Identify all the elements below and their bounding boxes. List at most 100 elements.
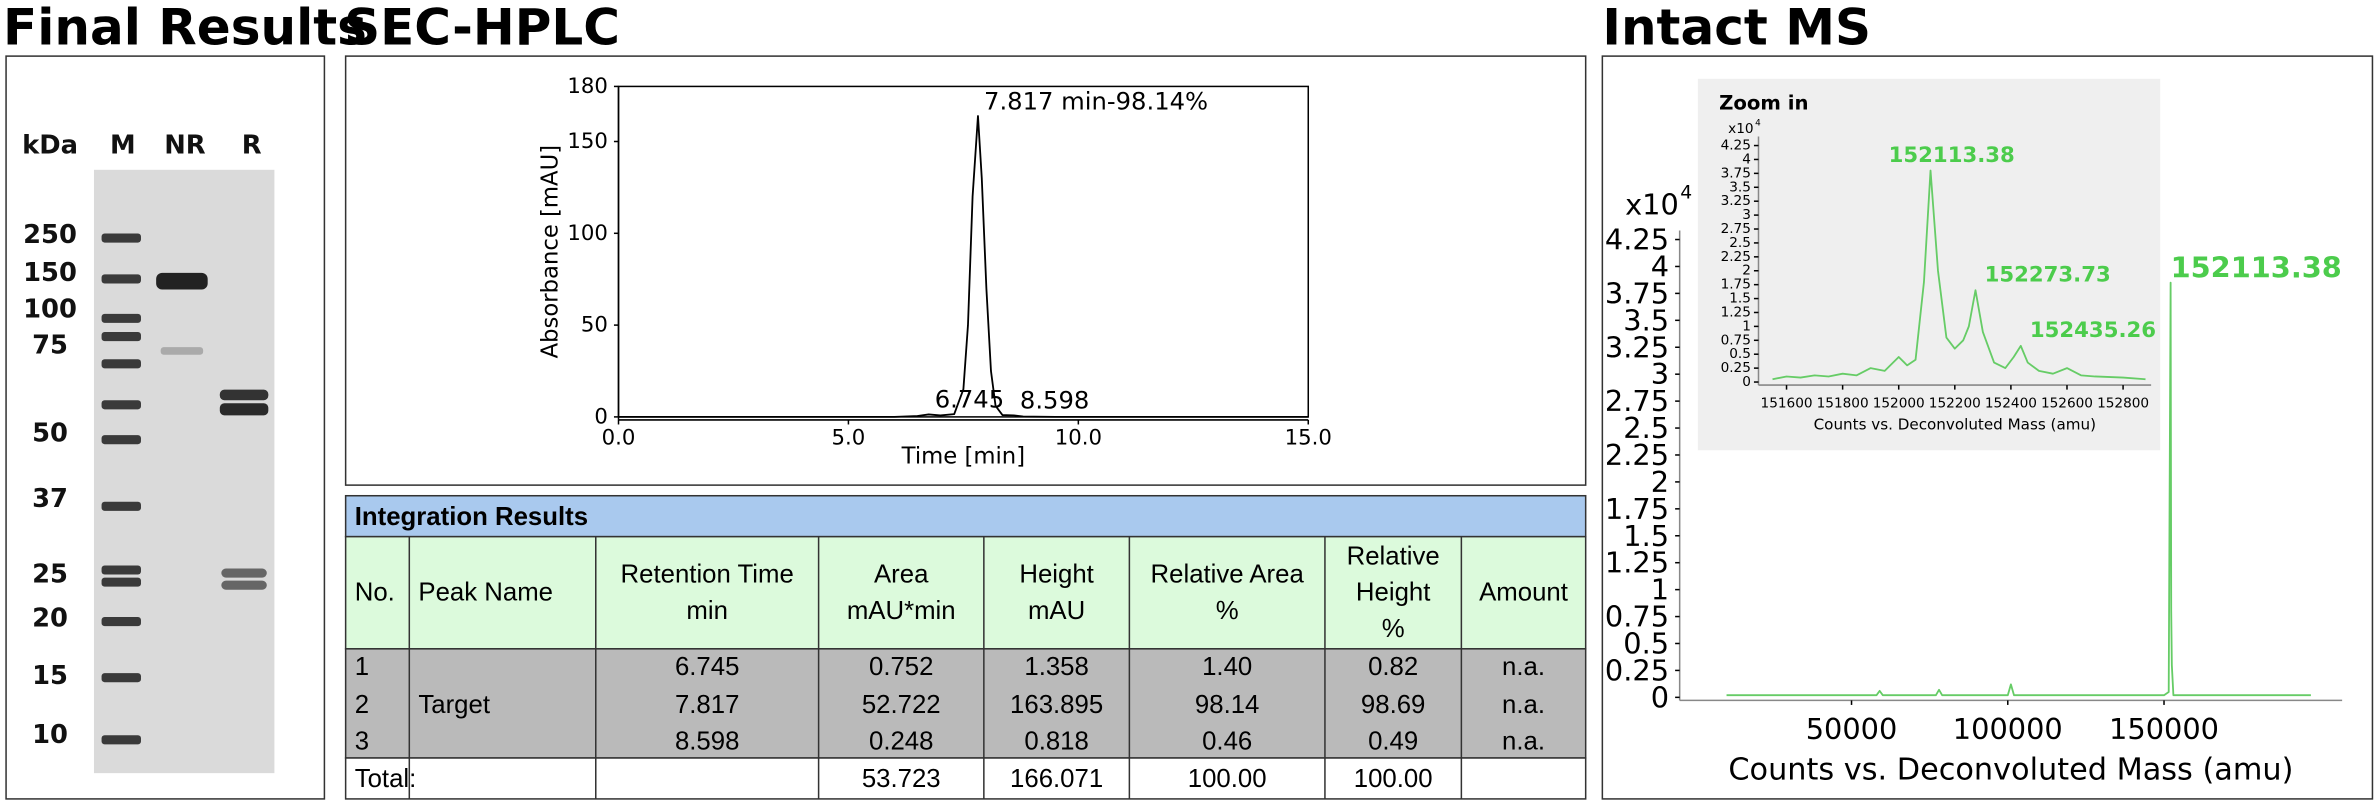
table-cell: n.a. [1502, 691, 1545, 719]
y-tick-label: 3.25 [1721, 193, 1751, 209]
table-body-bg [344, 648, 1587, 759]
y-tick-label: 1.25 [1721, 304, 1751, 320]
x-tick-label: 10.0 [1055, 426, 1102, 451]
y-tick-label: 2.25 [1721, 249, 1751, 265]
table-header: % [1382, 615, 1405, 643]
y-tick-label: 1.75 [1605, 492, 1669, 526]
y-scale-exponent: 4 [1680, 183, 1692, 204]
x-tick-label: 152600 [2041, 395, 2093, 411]
table-header-bg [344, 535, 1587, 650]
gel-unit: kDa [22, 131, 78, 161]
x-axis-label: Counts vs. Deconvoluted Mass (amu) [1814, 415, 2096, 433]
table-cell: 3 [355, 727, 369, 755]
table-cell: Target [418, 691, 490, 719]
table-cell: 0.752 [869, 653, 933, 681]
marker-band [101, 313, 141, 323]
table-total-cell: 53.723 [862, 765, 941, 793]
y-tick-label: 180 [567, 74, 608, 99]
y-tick-label: 3.25 [1605, 330, 1669, 364]
x-tick-label: 50000 [1806, 712, 1898, 746]
x-tick-label: 151800 [1817, 395, 1869, 411]
y-axis-label: Absorbance [mAU] [537, 145, 563, 359]
marker-label: 10 [32, 720, 68, 750]
peak-annotation: 152435.26 [2030, 318, 2156, 343]
y-tick-label: 50 [581, 313, 608, 338]
table-cell: 7.817 [675, 691, 739, 719]
peak-annotation: 8.598 [1020, 386, 1089, 415]
marker-band [101, 565, 141, 575]
marker-label: 250 [23, 220, 77, 250]
peak-annotation: 6.745 [935, 385, 1004, 414]
peak-annotation: 7.817 min-98.14% [984, 86, 1208, 115]
table-header: Relative Area [1151, 561, 1305, 589]
x-tick-label: 150000 [2109, 712, 2219, 746]
table-cell: 0.49 [1368, 727, 1418, 755]
table-cell: 0.82 [1368, 653, 1418, 681]
marker-label: 50 [32, 419, 68, 449]
table-header: mAU [1028, 597, 1085, 625]
table-header: Retention Time [621, 561, 794, 589]
band [219, 403, 269, 416]
marker-band [101, 673, 141, 683]
table-cell: 1 [355, 653, 369, 681]
y-tick-label: 1.25 [1605, 546, 1669, 580]
y-tick-label: 0 [594, 404, 608, 429]
x-tick-label: 5.0 [832, 426, 866, 451]
chart-title: Zoom in [1719, 92, 1808, 115]
table-total-bg [344, 757, 1587, 800]
marker-band [101, 617, 141, 627]
table-cell: 0.248 [869, 727, 933, 755]
marker-band [101, 359, 141, 369]
section-title: Final Results [3, 0, 367, 56]
table-cell: 1.358 [1024, 653, 1088, 681]
x-tick-label: 152800 [2097, 395, 2149, 411]
x-tick-label: 100000 [1953, 712, 2063, 746]
content: kDa M NR R250150100755037252015100501001501… [22, 74, 2343, 800]
table-cell: 2 [355, 691, 369, 719]
table-header: min [686, 597, 728, 625]
table-total-cell: 166.071 [1010, 765, 1103, 793]
marker-label: 25 [32, 560, 68, 590]
table-cell: 163.895 [1010, 691, 1103, 719]
y-tick-label: 2.75 [1721, 221, 1751, 237]
table-cell: 52.722 [862, 691, 941, 719]
marker-band [101, 435, 141, 445]
hplc-panel [344, 55, 1587, 486]
y-tick-label: 3.5 [1729, 179, 1751, 195]
marker-label: 37 [32, 484, 68, 514]
y-tick-label: 2.5 [1623, 411, 1669, 445]
y-tick-label: 0 [1651, 680, 1669, 714]
peak-annotation: 152113.38 [1889, 143, 2015, 168]
y-tick-label: 2.5 [1729, 235, 1751, 251]
table-title: Integration Results [355, 503, 588, 531]
y-scale-base: x10 [1728, 121, 1753, 137]
series-line [1772, 169, 2146, 381]
table-cell: 98.14 [1195, 691, 1259, 719]
x-tick-label: 152400 [1985, 395, 2037, 411]
marker-band [101, 332, 141, 342]
table-header: Area [874, 561, 929, 589]
y-tick-label: 1 [1742, 318, 1751, 334]
y-tick-label: 4 [1651, 249, 1669, 283]
y-tick-label: 2.25 [1605, 438, 1669, 472]
table-cell: n.a. [1502, 653, 1545, 681]
y-tick-label: 1.75 [1721, 277, 1751, 293]
marker-label: 75 [32, 331, 68, 361]
table-header: mAU*min [847, 597, 956, 625]
band [156, 272, 208, 290]
table-cell: 6.745 [675, 653, 739, 681]
inset-panel [1697, 78, 2161, 451]
y-tick-label: 2 [1651, 465, 1669, 499]
marker-label: 100 [23, 294, 77, 324]
y-tick-label: 0.75 [1721, 332, 1751, 348]
table-header: Peak Name [418, 579, 553, 607]
x-tick-label: 0.0 [602, 426, 636, 451]
lane-label: R [242, 131, 262, 161]
peak-annotation: 152113.38 [2171, 250, 2342, 284]
y-tick-label: 4.25 [1721, 138, 1751, 154]
y-tick-label: 3.75 [1721, 165, 1751, 181]
y-tick-label: 2.75 [1605, 384, 1669, 418]
table-cell: n.a. [1502, 727, 1545, 755]
x-tick-label: 15.0 [1285, 426, 1332, 451]
